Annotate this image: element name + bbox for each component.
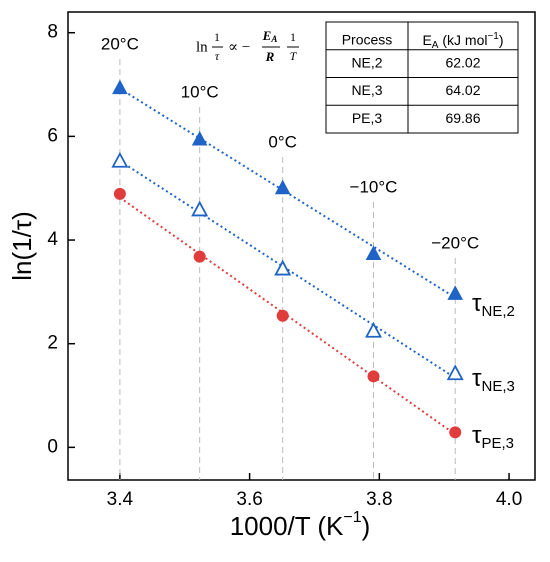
series-label-symbol: τ (472, 422, 482, 449)
y-tick-label: 8 (47, 22, 58, 43)
point (111, 151, 129, 168)
point (112, 79, 128, 95)
series-label-sub: PE,3 (481, 435, 514, 452)
formula-prop: ∝ − (228, 39, 250, 55)
point (276, 309, 289, 322)
x-label-sup: −1 (343, 509, 361, 526)
temperature-label: 0°C (268, 132, 297, 151)
th-sub: A (432, 40, 439, 51)
series-label-symbol: τ (472, 290, 482, 317)
temperature-label: 10°C (181, 82, 219, 101)
th-base: E (422, 32, 431, 48)
series-label-sub: NE,3 (481, 378, 514, 395)
x-tick-label: 3.8 (366, 489, 392, 510)
ea-table: Process EA (kJ mol−1) NE,2 62.02 NE,3 64.02… (325, 21, 519, 134)
x-tick-label: 3.6 (236, 489, 262, 510)
point (364, 321, 383, 338)
formula: ln 1 τ ∝ − EA R 1 T (196, 28, 299, 64)
temperature-label: 20°C (101, 34, 139, 53)
formula-n2: EA (262, 28, 278, 44)
y-tick-label: 4 (47, 229, 58, 250)
x-label-close: ) (362, 511, 371, 541)
table-cell: 62.02 (445, 54, 480, 70)
formula-ln: ln (196, 39, 208, 55)
th-close: ) (499, 32, 504, 48)
y-tick-label: 2 (47, 333, 58, 354)
table-cell: NE,3 (351, 82, 382, 98)
formula-n2-sub: A (270, 34, 277, 44)
x-tick-label: 3.4 (107, 489, 134, 510)
formula-n2-base: E (262, 28, 272, 43)
point (449, 426, 462, 439)
x-axis-label: 1000/T (K−1) (230, 509, 371, 541)
point (193, 250, 206, 263)
th-sup: −1 (487, 31, 499, 42)
y-tick-label: 0 (47, 436, 58, 457)
temperature-label: −20°C (431, 233, 479, 252)
y-tick-label: 6 (47, 125, 58, 146)
table-cell: PE,3 (352, 110, 383, 126)
point (447, 285, 464, 300)
formula-n1: 1 (214, 30, 220, 44)
point (367, 370, 380, 383)
formula-d3: T (290, 49, 298, 63)
temperature-label: −10°C (350, 177, 398, 196)
point (274, 179, 291, 195)
point (446, 364, 464, 381)
fit-line (119, 87, 456, 299)
point (191, 200, 209, 217)
table-cell: 64.02 (445, 82, 480, 98)
plot-frame (67, 11, 536, 481)
formula-d2: R (265, 49, 275, 64)
series-label-sub: NE,2 (481, 303, 514, 320)
x-label-text: 1000/T (K (230, 511, 344, 541)
series-label: τNE,3 (472, 365, 515, 395)
point (274, 259, 292, 276)
table-cell: 69.86 (445, 110, 480, 126)
table-header: EA (kJ mol−1) (422, 31, 503, 51)
th-text: (kJ mol (438, 32, 487, 48)
series-label: τNE,2 (472, 290, 515, 320)
fit-line (119, 160, 456, 379)
formula-d1: τ (215, 49, 220, 63)
table-header: Process (342, 32, 393, 48)
x-tick-label: 4.0 (496, 489, 522, 510)
series-label: τPE,3 (472, 422, 514, 452)
point (191, 130, 208, 146)
y-axis-label: ln(1/τ) (7, 211, 37, 281)
formula-n3: 1 (290, 30, 296, 44)
point (365, 245, 382, 261)
point (113, 187, 126, 200)
series-label-symbol: τ (472, 365, 482, 392)
table-cell: NE,2 (351, 54, 382, 70)
